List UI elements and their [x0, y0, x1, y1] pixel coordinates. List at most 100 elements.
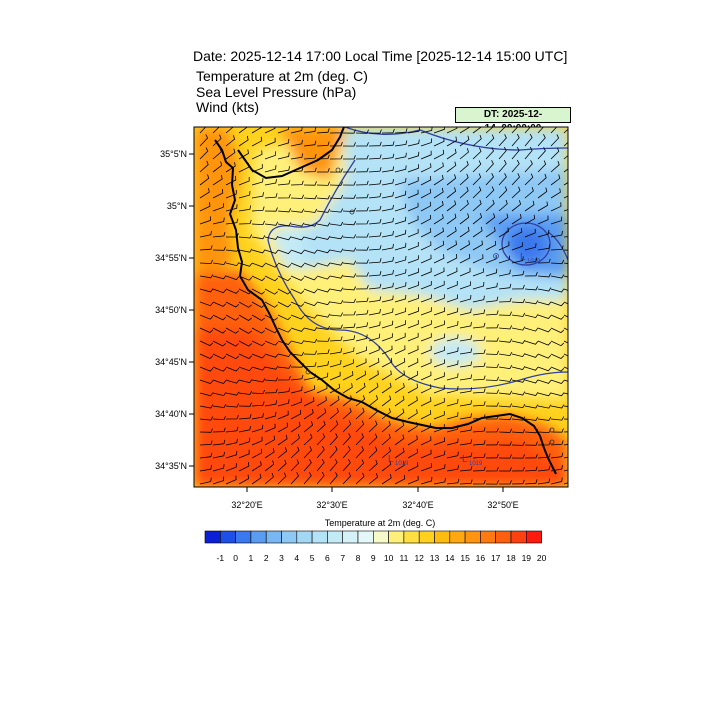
wind-barb: [394, 395, 405, 407]
wind-barb: [563, 128, 568, 134]
wind-barb: [550, 216, 563, 225]
wind-barb: [420, 281, 432, 290]
wind-barb: [537, 453, 551, 459]
wind-barb: [342, 260, 357, 265]
wind-barb: [343, 155, 356, 160]
wind-barb: [212, 379, 227, 384]
wind-barb: [277, 422, 289, 433]
colorbar-cell: [449, 530, 466, 544]
wind-barb: [459, 387, 473, 394]
wind-barb: [355, 395, 366, 407]
wind-barb: [368, 232, 382, 238]
wind-barb: [550, 314, 565, 320]
wind-barb: [420, 228, 432, 238]
wind-barb: [550, 274, 565, 279]
wind-barb: [238, 390, 253, 395]
wind-barb: [251, 235, 266, 240]
wind-barb: [277, 179, 291, 186]
wind-barb: [524, 133, 533, 147]
wind-barb: [537, 301, 552, 306]
wind-barb: [472, 414, 486, 420]
wind-barb: [238, 379, 253, 384]
wind-barb: [381, 308, 394, 316]
wind-barb: [277, 352, 292, 357]
wind-barb: [199, 301, 214, 307]
colorbar-cell: [418, 530, 435, 544]
wind-barb: [472, 173, 482, 186]
colorbar-cell: [403, 530, 420, 544]
wind-barb: [446, 360, 459, 368]
wind-barb: [355, 233, 369, 238]
wind-barb: [394, 268, 407, 277]
wind-barb: [329, 299, 344, 305]
wind-barb: [212, 366, 227, 372]
wind-barb: [238, 340, 253, 347]
wind-barb: [420, 397, 432, 407]
wind-barb: [563, 379, 568, 382]
wind-barb: [212, 439, 226, 446]
wind-barb: [511, 242, 523, 251]
wind-barb: [290, 249, 305, 255]
colorbar-cell: [525, 530, 542, 544]
wind-barb: [498, 241, 510, 251]
wind-barb: [550, 379, 565, 384]
wind-barb: [446, 347, 459, 355]
wind-barb: [485, 160, 494, 173]
wind-barb: [355, 446, 364, 459]
wind-barb: [212, 301, 227, 307]
wind-barb: [225, 301, 240, 308]
wind-barb: [459, 452, 473, 459]
wind-barb: [563, 301, 568, 305]
wind-barb: [485, 282, 498, 290]
wind-barb: [394, 190, 407, 199]
wind-barb: [498, 441, 512, 446]
wind-barb: [264, 221, 279, 226]
wind-barb: [394, 294, 407, 303]
wind-barb: [446, 451, 459, 459]
wind-barb: [511, 353, 526, 358]
wind-barb: [485, 213, 496, 225]
wind-barb: [394, 434, 405, 446]
wind-barb: [303, 154, 317, 160]
wind-barb: [212, 392, 227, 397]
wind-barb: [303, 421, 314, 433]
wind-barb: [433, 280, 445, 290]
wind-barb: [407, 320, 419, 329]
wind-barb: [537, 127, 544, 134]
wind-barb: [485, 186, 495, 199]
wind-barb: [433, 307, 445, 316]
wind-barb: [212, 288, 227, 294]
wind-barb: [303, 140, 317, 147]
wind-barb: [459, 361, 473, 368]
wind-barb: [394, 474, 406, 485]
wind-barb: [524, 146, 533, 160]
wind-barb: [381, 153, 395, 160]
wind-barb: [368, 205, 382, 212]
wind-barb: [472, 199, 482, 212]
wind-barb: [238, 353, 253, 359]
colorbar-label: 13: [430, 553, 440, 563]
wind-barb: [329, 395, 340, 407]
wind-barb: [264, 193, 278, 199]
wind-barb: [433, 162, 444, 173]
wind-barb: [537, 215, 549, 225]
colorbar-label: 4: [294, 553, 299, 563]
wind-barb: [498, 390, 513, 395]
wind-barb: [290, 421, 301, 433]
wind-barb: [381, 320, 394, 329]
wind-barb: [290, 340, 305, 345]
variable-pressure: Sea Level Pressure (hPa): [196, 84, 357, 100]
wind-barb: [277, 327, 292, 333]
wind-barb: [511, 339, 526, 344]
wind-barb: [199, 477, 212, 485]
wind-barb: [472, 213, 483, 225]
wind-barb: [264, 460, 275, 472]
wind-barb: [563, 288, 568, 291]
wind-barb: [212, 147, 222, 160]
wind-barb: [446, 321, 459, 329]
wind-barb: [329, 221, 344, 226]
wind-barb: [499, 480, 512, 485]
wind-barb: [342, 221, 357, 226]
wind-barb: [446, 227, 457, 238]
